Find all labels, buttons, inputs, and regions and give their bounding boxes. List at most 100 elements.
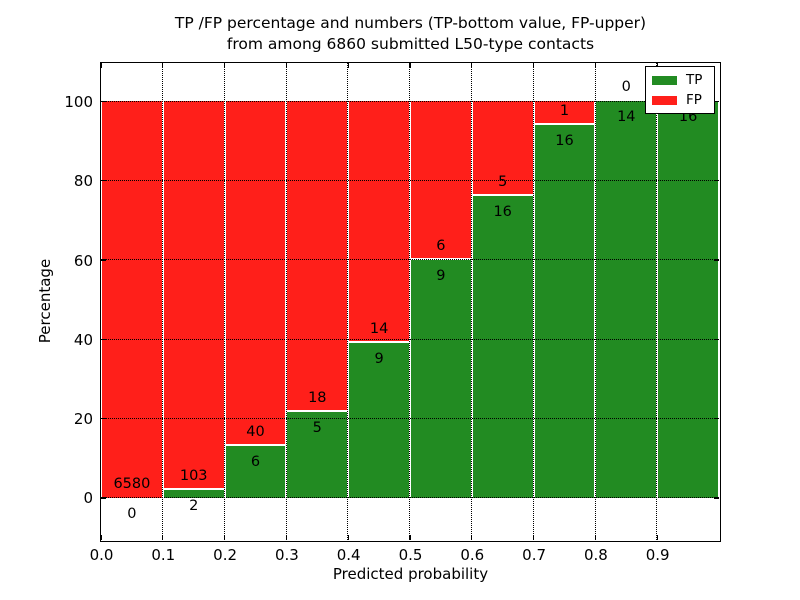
- x-tick-label: 0.6: [460, 546, 485, 564]
- bar-tp-count-label: 0: [127, 505, 137, 522]
- bar-tp-segment: [472, 195, 533, 498]
- bar-tp-segment: [349, 342, 409, 498]
- legend-entry-tp: TP: [652, 73, 708, 87]
- y-tick-mark: [714, 100, 719, 103]
- bar-tp-count-label: 9: [436, 268, 446, 285]
- y-tick-mark: [101, 180, 106, 182]
- y-tick-mark: [714, 338, 719, 340]
- y-tick-label: 100: [64, 92, 93, 111]
- bar-fp-count-label: 103: [179, 468, 208, 485]
- y-tick-mark: [101, 100, 106, 103]
- bar-tp-segment: [225, 446, 286, 498]
- x-tick-label: 0.8: [583, 546, 608, 564]
- x-tick-label: 0.3: [274, 546, 299, 564]
- x-tick-mark: [285, 63, 287, 68]
- bar-fp-count-label: 1: [559, 102, 570, 119]
- tp-color-swatch: [652, 75, 677, 85]
- gridline-horizontal: [101, 180, 719, 181]
- gridline-horizontal: [101, 497, 719, 499]
- x-tick-label: 0.5: [398, 546, 423, 564]
- x-tick-mark: [533, 63, 535, 68]
- bar-fp-segment: [287, 101, 348, 412]
- x-tick-label: 0.1: [151, 546, 176, 564]
- x-tick-mark: [471, 63, 473, 68]
- x-tick-mark: [409, 63, 411, 68]
- y-axis-label: Percentage: [36, 258, 54, 344]
- gridline-horizontal: [101, 338, 719, 340]
- legend-entry-fp: FP: [652, 93, 708, 107]
- bar-fp-count-label: 0: [621, 79, 631, 96]
- bar-tp-count-label: 16: [555, 132, 574, 149]
- y-tick-mark: [101, 259, 106, 261]
- x-tick-mark: [656, 63, 658, 68]
- x-tick-label: 0.9: [645, 546, 670, 564]
- gridline-vertical: [285, 63, 287, 540]
- gridline-vertical: [471, 63, 473, 540]
- y-tick-label: 40: [73, 330, 93, 349]
- y-tick-label: 80: [73, 172, 93, 191]
- bar-tp-count-label: 14: [617, 109, 636, 126]
- x-tick-label: 0.7: [522, 546, 547, 564]
- bar-tp-segment: [658, 101, 718, 498]
- bar-tp-count-label: 16: [493, 203, 512, 220]
- x-tick-mark: [471, 535, 473, 540]
- bar-fp-count-label: 6: [436, 238, 446, 255]
- x-tick-mark: [285, 535, 287, 540]
- gridline-vertical: [162, 63, 164, 540]
- bar-fp-count-label: 40: [246, 424, 265, 441]
- x-tick-mark: [224, 535, 226, 540]
- bar-fp-count-label: 18: [308, 389, 327, 406]
- y-tick-label: 0: [83, 489, 93, 508]
- chart-title-line1: TP /FP percentage and numbers (TP-bottom…: [174, 14, 647, 32]
- x-tick-mark: [347, 63, 349, 68]
- y-tick-mark: [714, 497, 719, 499]
- y-tick-label: 20: [73, 410, 93, 429]
- x-tick-mark: [409, 535, 411, 540]
- bar-fp-segment: [534, 101, 595, 125]
- x-axis-label: Predicted probability: [332, 565, 489, 583]
- plot-area: 65800103240618514969516116014016: [100, 62, 721, 542]
- bar-fp-segment: [102, 101, 162, 498]
- fp-color-swatch: [652, 95, 677, 105]
- x-tick-mark: [162, 535, 164, 540]
- x-tick-mark: [594, 63, 596, 68]
- gridline-vertical: [223, 63, 225, 540]
- x-tick-mark: [594, 535, 596, 540]
- x-tick-mark: [533, 535, 535, 540]
- chart-title-line2: from among 6860 submitted L50-type conta…: [226, 35, 595, 53]
- bar-fp-count-label: 14: [369, 320, 389, 337]
- y-tick-mark: [101, 497, 106, 499]
- gridline-vertical: [656, 63, 658, 540]
- x-tick-label: 0.2: [213, 546, 238, 564]
- bar-tp-count-label: 5: [312, 419, 322, 436]
- x-tick-mark: [224, 63, 226, 68]
- plot-inner: 65800103240618514969516116014016: [100, 63, 719, 540]
- legend-label-tp: TP: [686, 72, 703, 88]
- y-tick-mark: [101, 418, 106, 420]
- bar-tp-segment: [163, 490, 224, 498]
- x-tick-mark: [656, 535, 658, 540]
- bar-fp-count-label: 5: [498, 173, 508, 190]
- bar-fp-segment: [163, 101, 224, 491]
- bar-tp-segment: [287, 411, 348, 498]
- bar-fp-segment: [349, 101, 409, 343]
- gridline-vertical: [594, 63, 596, 540]
- bar-tp-segment: [596, 101, 657, 498]
- gridline-horizontal: [101, 417, 719, 419]
- y-tick-mark: [714, 180, 719, 182]
- gridline-vertical: [409, 63, 411, 540]
- gridline-horizontal: [101, 100, 719, 102]
- y-tick-mark: [101, 338, 106, 340]
- x-tick-mark: [100, 535, 102, 540]
- x-tick-mark: [347, 535, 349, 540]
- bar-tp-count-label: 6: [250, 454, 261, 471]
- x-tick-mark: [162, 63, 164, 68]
- bar-fp-count-label: 6580: [113, 475, 151, 492]
- legend-label-fp: FP: [686, 92, 702, 108]
- gridline-vertical: [532, 63, 534, 540]
- bar-tp-count-label: 2: [189, 498, 199, 515]
- bar-fp-segment: [225, 101, 286, 447]
- bar-tp-segment: [411, 260, 471, 498]
- y-tick-mark: [714, 418, 719, 420]
